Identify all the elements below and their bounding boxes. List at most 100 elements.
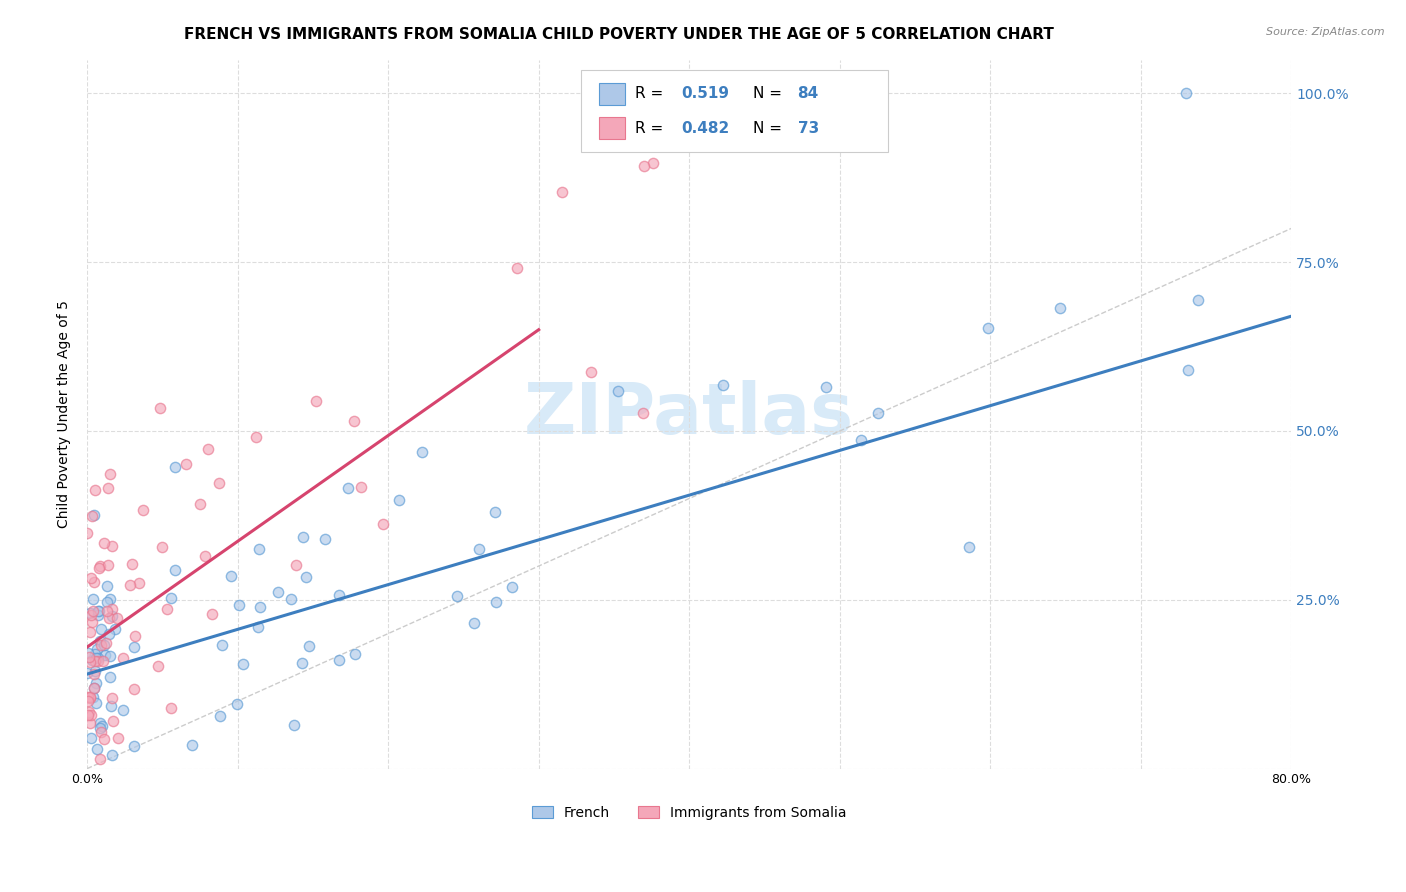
Point xyxy=(606,384,628,399)
Point xyxy=(91,654,114,668)
Point xyxy=(86,741,108,756)
Point xyxy=(1187,293,1209,308)
Point xyxy=(97,611,120,625)
Point xyxy=(77,694,100,708)
FancyBboxPatch shape xyxy=(599,118,626,139)
Point xyxy=(149,401,172,415)
Point xyxy=(221,569,243,583)
Point xyxy=(79,624,101,639)
Point xyxy=(101,748,124,763)
Point xyxy=(86,607,108,622)
Point xyxy=(98,467,121,481)
Point xyxy=(1049,301,1071,315)
Point xyxy=(328,653,350,667)
Point xyxy=(343,648,366,662)
Point xyxy=(83,666,105,681)
Point xyxy=(228,599,250,613)
Point xyxy=(98,626,121,640)
Point xyxy=(79,655,101,669)
Point xyxy=(87,561,110,575)
Point xyxy=(305,394,328,409)
Point xyxy=(84,654,107,668)
Point xyxy=(314,532,336,546)
Point xyxy=(96,604,118,618)
Point xyxy=(155,602,177,616)
Point xyxy=(89,721,111,735)
Point xyxy=(211,638,233,652)
Point xyxy=(284,558,307,572)
Point xyxy=(87,605,110,619)
Point xyxy=(103,714,125,728)
Point xyxy=(82,591,104,606)
Point xyxy=(90,725,112,739)
Point xyxy=(83,574,105,589)
Point xyxy=(94,648,117,662)
Point xyxy=(371,516,394,531)
Point xyxy=(247,541,270,556)
Point xyxy=(80,571,103,585)
Point xyxy=(711,378,734,392)
Point xyxy=(291,530,314,544)
Point xyxy=(101,602,124,616)
Point xyxy=(188,497,211,511)
Point xyxy=(551,185,574,199)
Point xyxy=(90,639,112,653)
Point xyxy=(76,690,98,704)
Point xyxy=(80,608,103,623)
Point xyxy=(336,481,359,495)
Point xyxy=(83,681,105,696)
Point xyxy=(76,526,98,541)
Point xyxy=(89,716,111,731)
Point xyxy=(506,260,529,275)
Point xyxy=(249,599,271,614)
Point xyxy=(79,691,101,706)
Point xyxy=(150,540,173,554)
Point xyxy=(411,445,433,459)
Point xyxy=(105,611,128,625)
Point xyxy=(111,650,134,665)
Point xyxy=(957,540,980,554)
Point xyxy=(104,622,127,636)
Point xyxy=(124,739,146,753)
Point xyxy=(84,650,107,665)
Y-axis label: Child Poverty Under the Age of 5: Child Poverty Under the Age of 5 xyxy=(58,301,72,528)
Point xyxy=(163,460,186,475)
Point xyxy=(124,629,146,643)
Point xyxy=(90,622,112,636)
Point xyxy=(82,604,104,618)
Point xyxy=(176,457,198,471)
Point xyxy=(82,690,104,704)
Point xyxy=(815,380,838,394)
Point xyxy=(165,563,187,577)
Point xyxy=(80,708,103,723)
Point xyxy=(76,666,98,681)
Legend: French, Immigrants from Somalia: French, Immigrants from Somalia xyxy=(526,800,852,825)
Point xyxy=(98,591,121,606)
Point xyxy=(128,575,150,590)
Point xyxy=(90,719,112,733)
Text: N =: N = xyxy=(754,87,787,102)
Point xyxy=(124,682,146,697)
Point xyxy=(181,738,204,752)
Point xyxy=(89,558,111,573)
FancyBboxPatch shape xyxy=(581,70,889,152)
Point xyxy=(79,606,101,620)
Point xyxy=(328,588,350,602)
Point xyxy=(866,406,889,420)
Point xyxy=(1175,87,1198,101)
Point xyxy=(112,703,135,717)
Point xyxy=(579,365,602,379)
Text: 73: 73 xyxy=(797,120,818,136)
Point xyxy=(280,592,302,607)
Point xyxy=(1177,363,1199,377)
Point xyxy=(100,670,122,684)
Point xyxy=(851,433,873,447)
Point xyxy=(98,649,121,664)
Point xyxy=(89,633,111,648)
Point xyxy=(463,616,485,631)
Point xyxy=(197,442,219,456)
Point xyxy=(80,731,103,746)
Point xyxy=(194,549,217,564)
Point xyxy=(97,558,120,573)
Point xyxy=(80,615,103,630)
